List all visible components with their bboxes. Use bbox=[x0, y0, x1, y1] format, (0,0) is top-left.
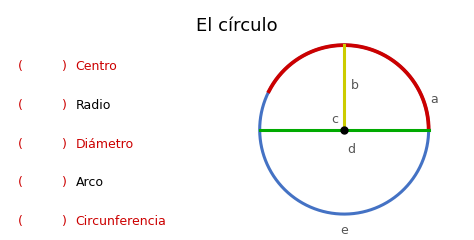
Text: ): ) bbox=[63, 215, 67, 228]
Text: c: c bbox=[331, 113, 338, 126]
Text: (: ( bbox=[18, 60, 23, 73]
Text: ): ) bbox=[63, 138, 67, 151]
Text: (: ( bbox=[18, 138, 23, 151]
Text: ): ) bbox=[63, 60, 67, 73]
Text: Circunferencia: Circunferencia bbox=[76, 215, 167, 228]
Text: d: d bbox=[347, 143, 355, 156]
Text: Centro: Centro bbox=[76, 60, 118, 73]
Text: ): ) bbox=[63, 99, 67, 112]
Text: El círculo: El círculo bbox=[196, 17, 278, 35]
Text: ): ) bbox=[63, 176, 67, 189]
Text: (: ( bbox=[18, 99, 23, 112]
Text: (: ( bbox=[18, 215, 23, 228]
Text: Radio: Radio bbox=[76, 99, 111, 112]
Text: e: e bbox=[340, 224, 348, 237]
Text: (: ( bbox=[18, 176, 23, 189]
Text: b: b bbox=[351, 79, 359, 92]
Text: Arco: Arco bbox=[76, 176, 104, 189]
Text: Diámetro: Diámetro bbox=[76, 138, 134, 151]
Text: a: a bbox=[430, 92, 438, 106]
